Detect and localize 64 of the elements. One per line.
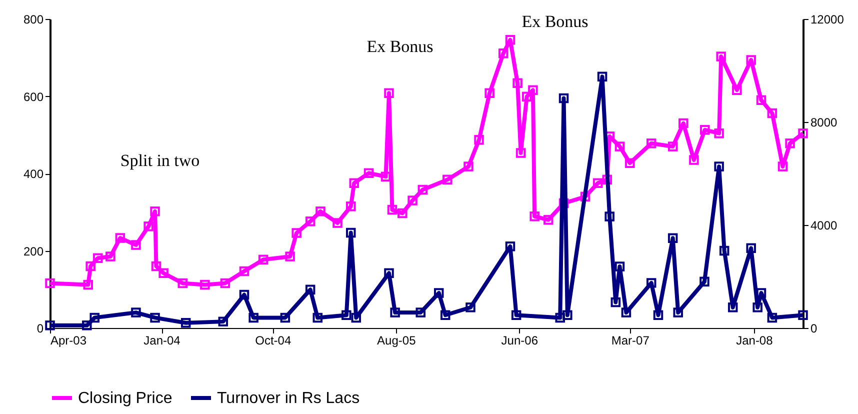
point	[610, 297, 621, 308]
point	[180, 318, 191, 328]
point	[90, 312, 100, 323]
point	[562, 310, 572, 320]
y-tick-label: 600	[23, 90, 44, 104]
x-tick-label: Mar-07	[611, 334, 650, 348]
legend-label: Closing Price	[78, 390, 172, 407]
point	[604, 212, 614, 222]
point	[416, 308, 426, 318]
point	[82, 320, 92, 330]
point	[597, 72, 608, 82]
y2-tick-label: 12000	[810, 12, 844, 26]
point	[798, 310, 808, 320]
x-tick-label: Aug-05	[377, 334, 416, 348]
x-tick-label: Apr-03	[50, 334, 87, 348]
point	[218, 316, 228, 326]
point	[342, 310, 352, 320]
point	[434, 288, 444, 298]
annotation: Ex Bonus	[366, 37, 434, 56]
point	[728, 302, 738, 312]
y2-tick-label: 4000	[810, 218, 838, 232]
point	[746, 243, 756, 254]
y2-tick-label: 8000	[810, 116, 838, 130]
point	[767, 312, 778, 323]
point	[511, 310, 522, 320]
point	[714, 162, 724, 172]
y-tick-label: 400	[23, 167, 44, 181]
point	[752, 302, 762, 312]
point	[150, 312, 160, 323]
point	[248, 312, 258, 323]
point	[621, 308, 632, 318]
point	[280, 312, 290, 323]
point	[653, 310, 664, 320]
point	[558, 93, 569, 104]
point	[555, 312, 565, 323]
point	[673, 308, 683, 318]
point	[351, 312, 362, 323]
point	[756, 288, 766, 298]
annotation: Ex Bonus	[522, 12, 588, 31]
point	[390, 308, 400, 318]
y-tick-label: 0	[36, 322, 44, 336]
annotation: Split in two	[120, 151, 200, 170]
point	[346, 228, 356, 238]
point	[614, 262, 625, 272]
point	[646, 278, 656, 288]
point	[700, 276, 710, 287]
x-tick-label: Jan-04	[144, 334, 181, 348]
y-tick-label: 200	[23, 244, 44, 258]
point	[505, 242, 516, 252]
legend-label: Turnover in Rs Lacs	[217, 390, 360, 407]
point	[668, 233, 678, 244]
point	[440, 310, 450, 320]
point	[466, 302, 476, 312]
x-tick-label: Oct-04	[255, 334, 292, 348]
point	[384, 268, 394, 278]
x-tick-label: Jan-08	[736, 334, 774, 348]
point	[305, 284, 316, 295]
x-tick-label: Jun-06	[501, 334, 538, 348]
point	[239, 290, 250, 300]
point	[312, 312, 322, 323]
point	[719, 246, 730, 256]
y-tick-label: 800	[23, 12, 44, 26]
y2-tick-label: 0	[810, 322, 818, 336]
point	[131, 308, 141, 318]
